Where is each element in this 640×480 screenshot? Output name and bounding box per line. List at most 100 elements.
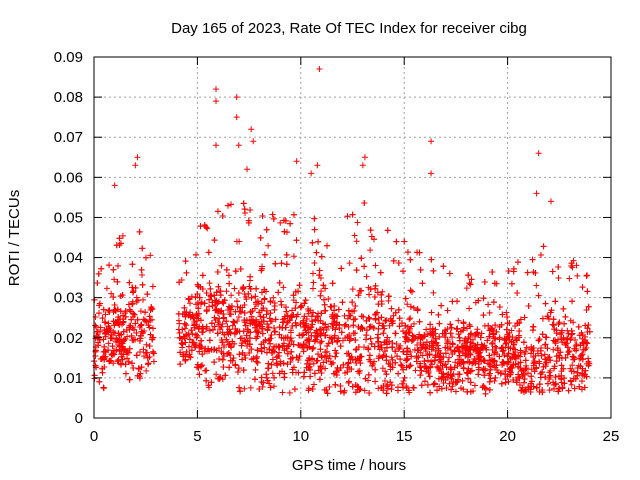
- data-point: [583, 272, 590, 279]
- data-point: [270, 294, 277, 301]
- data-point: [315, 238, 322, 245]
- data-point: [365, 346, 372, 353]
- data-point: [186, 336, 193, 343]
- data-point: [338, 265, 345, 272]
- data-point: [366, 356, 373, 363]
- data-point: [503, 326, 510, 333]
- data-point: [410, 333, 417, 340]
- data-point: [389, 356, 396, 363]
- data-point: [486, 370, 493, 377]
- data-point: [504, 314, 511, 321]
- data-point: [201, 300, 208, 307]
- data-point: [269, 356, 276, 363]
- data-point: [128, 316, 135, 323]
- data-point: [215, 283, 222, 290]
- data-point: [500, 360, 507, 367]
- data-point: [570, 319, 577, 326]
- data-point: [126, 279, 133, 286]
- data-point: [143, 349, 150, 356]
- data-point: [237, 265, 244, 272]
- data-point: [270, 215, 277, 222]
- data-point: [258, 307, 265, 314]
- data-point: [508, 338, 515, 345]
- data-point: [102, 330, 109, 337]
- data-point: [400, 366, 407, 373]
- data-point: [533, 364, 540, 371]
- data-point: [488, 326, 495, 333]
- data-point: [114, 278, 121, 285]
- data-point: [109, 343, 116, 350]
- data-point: [268, 318, 275, 325]
- data-point: [224, 202, 231, 209]
- data-point: [492, 322, 499, 329]
- data-point: [413, 353, 420, 360]
- data-point: [313, 357, 320, 364]
- data-point: [312, 316, 319, 323]
- data-point: [447, 330, 454, 337]
- data-point: [311, 259, 318, 266]
- data-point: [352, 389, 359, 396]
- data-point: [267, 335, 274, 342]
- data-point: [183, 269, 190, 276]
- data-point: [248, 346, 255, 353]
- data-point: [223, 288, 230, 295]
- data-point: [202, 224, 209, 231]
- data-point: [309, 270, 316, 277]
- data-point: [496, 336, 503, 343]
- data-point: [544, 345, 551, 352]
- data-point: [424, 331, 431, 338]
- data-point: [94, 279, 101, 286]
- data-point: [345, 350, 352, 357]
- data-point: [137, 332, 144, 339]
- data-point: [423, 339, 430, 346]
- data-point: [300, 331, 307, 338]
- data-point: [408, 353, 415, 360]
- data-point: [363, 317, 370, 324]
- data-point: [432, 335, 439, 342]
- data-point: [328, 335, 335, 342]
- data-point: [314, 162, 321, 169]
- data-point: [114, 358, 121, 365]
- data-point: [436, 367, 443, 374]
- data-point: [138, 328, 145, 335]
- data-point: [585, 303, 592, 310]
- data-point: [120, 328, 127, 335]
- data-point: [305, 387, 312, 394]
- data-point: [296, 353, 303, 360]
- data-point: [555, 264, 562, 271]
- data-point: [175, 317, 182, 324]
- data-point: [306, 361, 313, 368]
- x-tick-label: 10: [292, 428, 309, 445]
- data-point: [339, 299, 346, 306]
- data-point: [487, 375, 494, 382]
- data-point: [332, 347, 339, 354]
- data-point: [549, 321, 556, 328]
- data-point: [222, 372, 229, 379]
- data-point: [571, 385, 578, 392]
- data-point: [209, 326, 216, 333]
- data-point: [448, 375, 455, 382]
- x-tick-label: 20: [499, 428, 516, 445]
- data-point: [204, 225, 211, 232]
- data-point: [430, 381, 437, 388]
- data-point: [103, 285, 110, 292]
- data-point: [254, 333, 261, 340]
- data-point: [576, 383, 583, 390]
- data-point: [372, 282, 379, 289]
- data-point: [284, 350, 291, 357]
- data-point: [450, 379, 457, 386]
- data-point: [449, 373, 456, 380]
- data-point: [396, 315, 403, 322]
- data-point: [182, 258, 189, 265]
- y-tick-label: 0.04: [54, 250, 83, 267]
- data-point: [395, 346, 402, 353]
- data-point: [217, 288, 224, 295]
- data-point: [574, 372, 581, 379]
- data-point: [458, 343, 465, 350]
- data-point: [113, 242, 120, 249]
- data-point: [129, 289, 136, 296]
- data-point: [448, 324, 455, 331]
- data-point: [207, 285, 214, 292]
- data-point: [569, 264, 576, 271]
